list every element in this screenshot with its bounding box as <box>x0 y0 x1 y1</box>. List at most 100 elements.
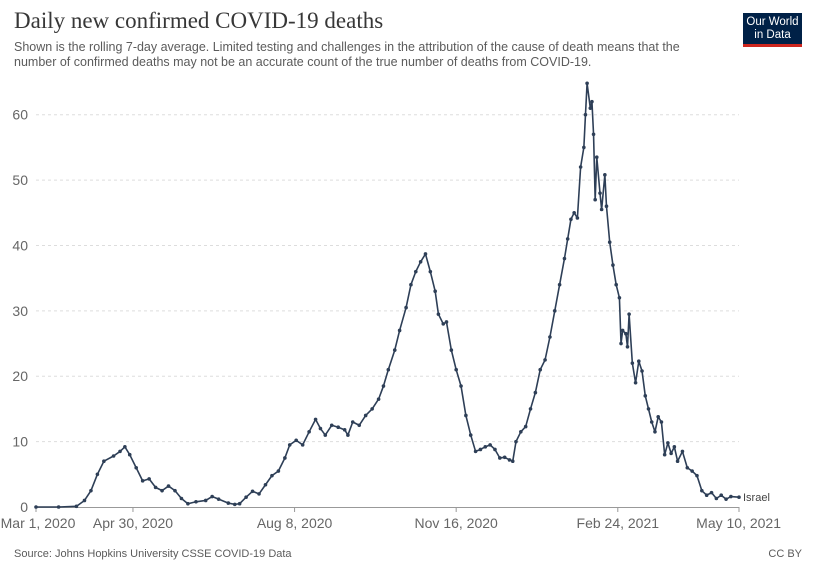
data-point[interactable] <box>186 501 190 506</box>
data-point[interactable] <box>82 498 87 503</box>
data-point[interactable] <box>548 335 552 339</box>
data-point[interactable] <box>329 423 334 428</box>
data-point[interactable] <box>134 465 138 470</box>
data-point[interactable] <box>637 359 641 363</box>
data-point[interactable] <box>433 289 437 294</box>
data-point[interactable] <box>498 456 502 460</box>
data-point[interactable] <box>700 488 704 493</box>
data-point[interactable] <box>583 112 588 117</box>
data-point[interactable] <box>318 426 323 431</box>
data-point[interactable] <box>153 485 158 490</box>
data-point[interactable] <box>123 445 127 449</box>
data-point[interactable] <box>572 210 576 215</box>
data-point[interactable] <box>643 394 648 398</box>
data-point[interactable] <box>376 397 381 401</box>
data-point[interactable] <box>454 367 458 372</box>
data-point[interactable] <box>709 490 714 495</box>
data-point[interactable] <box>166 484 171 488</box>
data-point[interactable] <box>363 413 368 418</box>
data-point[interactable] <box>578 165 583 169</box>
data-point[interactable] <box>523 424 528 429</box>
data-point[interactable] <box>413 269 418 274</box>
data-point[interactable] <box>34 505 38 509</box>
data-point[interactable] <box>514 439 518 444</box>
data-point[interactable] <box>257 492 261 496</box>
data-point[interactable] <box>203 498 208 503</box>
data-point[interactable] <box>173 488 177 493</box>
data-point[interactable] <box>599 207 604 212</box>
data-point[interactable] <box>507 458 512 462</box>
data-point[interactable] <box>118 449 122 454</box>
data-point[interactable] <box>591 132 596 137</box>
data-point[interactable] <box>459 384 463 388</box>
data-point[interactable] <box>672 445 677 449</box>
data-point[interactable] <box>409 282 413 287</box>
data-point[interactable] <box>646 407 651 411</box>
data-point[interactable] <box>323 433 328 437</box>
data-point[interactable] <box>370 407 374 411</box>
data-point[interactable] <box>590 99 594 104</box>
data-point[interactable] <box>633 380 638 385</box>
data-point[interactable] <box>519 430 523 434</box>
data-point[interactable] <box>237 501 242 506</box>
data-point[interactable] <box>397 328 402 333</box>
data-point[interactable] <box>588 106 593 110</box>
data-point[interactable] <box>593 197 597 202</box>
data-point[interactable] <box>502 455 507 460</box>
data-point[interactable] <box>594 155 599 159</box>
data-point[interactable] <box>690 469 694 473</box>
data-point[interactable] <box>160 488 164 493</box>
data-point[interactable] <box>283 456 287 460</box>
data-point[interactable] <box>695 473 699 478</box>
data-point[interactable] <box>625 345 630 349</box>
data-point[interactable] <box>468 433 473 437</box>
data-point[interactable] <box>392 348 397 352</box>
data-point[interactable] <box>675 459 680 464</box>
data-point[interactable] <box>226 501 231 505</box>
data-point[interactable] <box>300 443 305 447</box>
data-point[interactable] <box>493 447 497 452</box>
data-point[interactable] <box>649 420 654 424</box>
data-point[interactable] <box>436 312 441 316</box>
data-point[interactable] <box>250 489 255 494</box>
data-point[interactable] <box>737 495 741 499</box>
data-point[interactable] <box>386 367 391 372</box>
data-point[interactable] <box>111 454 116 458</box>
data-point[interactable] <box>350 420 355 424</box>
data-point[interactable] <box>232 502 237 507</box>
data-point[interactable] <box>102 459 106 464</box>
data-point[interactable] <box>680 449 685 454</box>
data-point[interactable] <box>603 173 607 177</box>
data-point[interactable] <box>263 482 268 487</box>
data-point[interactable] <box>543 358 547 362</box>
data-point[interactable] <box>557 282 562 287</box>
data-point[interactable] <box>418 260 423 264</box>
data-point[interactable] <box>714 496 719 501</box>
license-link[interactable]: CC BY <box>768 548 802 560</box>
data-point[interactable] <box>179 496 184 501</box>
data-point[interactable] <box>510 459 515 464</box>
data-point[interactable] <box>528 407 533 411</box>
data-point[interactable] <box>659 420 664 424</box>
data-point[interactable] <box>562 256 567 261</box>
data-point[interactable] <box>575 216 580 220</box>
data-point[interactable] <box>640 369 644 373</box>
data-point[interactable] <box>729 494 733 499</box>
data-point[interactable] <box>74 504 79 509</box>
data-point[interactable] <box>210 494 214 499</box>
data-point[interactable] <box>287 443 292 447</box>
data-point[interactable] <box>627 312 631 316</box>
data-point[interactable] <box>449 348 454 352</box>
data-point[interactable] <box>611 263 615 267</box>
data-point[interactable] <box>428 269 433 274</box>
data-point[interactable] <box>724 497 728 501</box>
data-point[interactable] <box>441 322 446 326</box>
data-point[interactable] <box>444 320 449 324</box>
data-point[interactable] <box>127 452 132 457</box>
data-point[interactable] <box>630 361 635 365</box>
data-point[interactable] <box>270 473 274 478</box>
data-point[interactable] <box>666 441 670 445</box>
data-point[interactable] <box>342 428 347 432</box>
data-point[interactable] <box>685 465 690 470</box>
data-point[interactable] <box>585 81 589 86</box>
